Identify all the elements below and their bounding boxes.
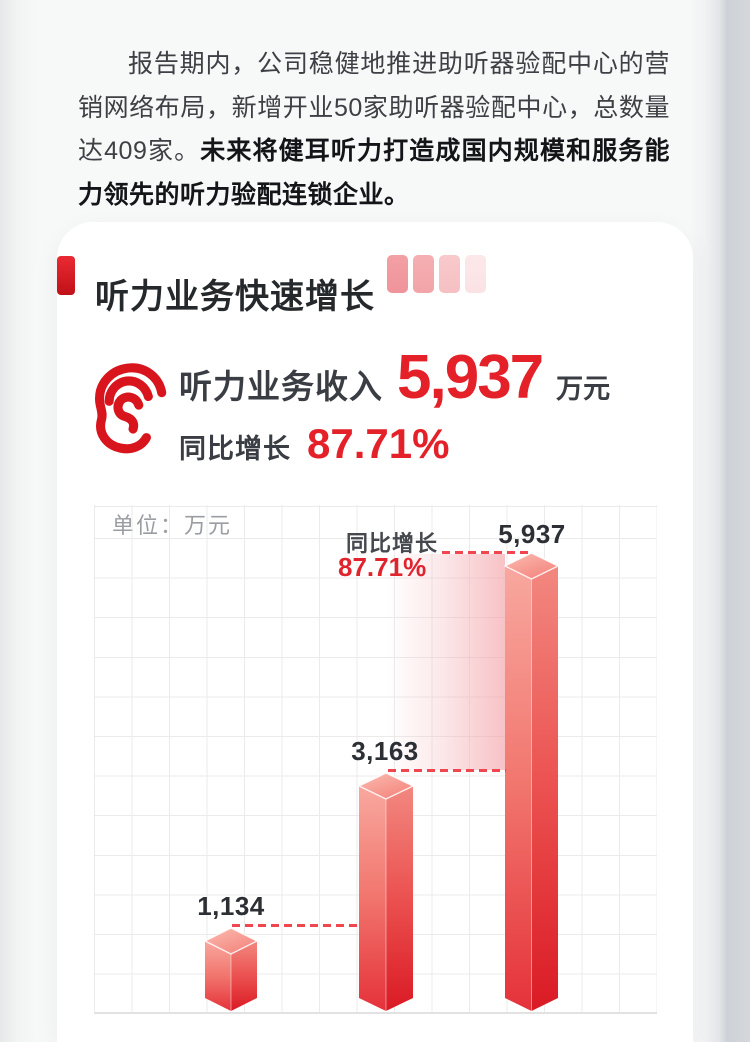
chart-annotation-label: 同比增长 <box>346 531 439 556</box>
intro-text-bold: 未来将健耳听力打造成国内规模和服务能力领先的听力验配连锁企业。 <box>78 137 670 209</box>
intro-text-normal: 报告期内，公司稳健地推进助听器验配中心的营销网络布局，新增开业50家助听器验配中… <box>78 50 670 165</box>
bar-2021 <box>357 772 415 1011</box>
ear-icon <box>95 363 167 454</box>
revenue-label: 听力业务收入 <box>179 368 383 405</box>
growth-row: 同比增长 87.71% <box>179 420 449 468</box>
decor-square <box>465 255 486 293</box>
dashed-leader-line-2 <box>388 769 506 772</box>
growth-gradient-band <box>387 554 505 770</box>
section-title-marker <box>57 256 75 295</box>
growth-value: 87.71% <box>307 420 450 467</box>
chart-annotation-value: 87.71% <box>338 552 427 582</box>
revenue-value: 5,937 <box>397 343 544 412</box>
dashed-leader-line-3 <box>442 551 532 554</box>
revenue-unit: 万元 <box>556 374 611 404</box>
growth-label: 同比增长 <box>179 434 291 464</box>
revenue-row: 听力业务收入 5,937 万元 <box>179 342 610 413</box>
bar-2022 <box>503 552 560 1011</box>
bar-value-label-3: 5,937 <box>498 519 566 549</box>
section-title: 听力业务快速增长 <box>95 277 375 316</box>
intro-paragraph: 报告期内，公司稳健地推进助听器验配中心的营销网络布局，新增开业50家助听器验配中… <box>78 43 670 217</box>
decor-square <box>439 255 460 293</box>
section-card: 听力业务快速增长 听力业务收入 5,937 万元 同比增长 87.71% 单位：… <box>57 222 693 1042</box>
bar-value-label-2: 3,163 <box>351 736 419 766</box>
bar-2020 <box>203 927 259 1011</box>
decor-square <box>413 255 434 293</box>
decor-square <box>387 255 408 293</box>
bar-value-label-1: 1,134 <box>197 891 265 921</box>
decor-fading-squares <box>387 255 497 293</box>
dashed-leader-line-1 <box>232 924 360 927</box>
